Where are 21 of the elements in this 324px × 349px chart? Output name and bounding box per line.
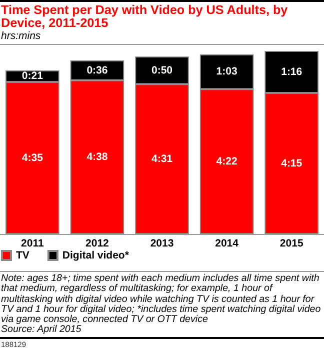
- data-label: 0:36: [86, 64, 108, 76]
- data-label: 4:31: [151, 153, 173, 166]
- legend-label: Digital video*: [62, 250, 130, 262]
- data-label: 4:22: [216, 156, 238, 168]
- source-note: Source: April 2015: [1, 324, 82, 336]
- data-label: 1:03: [216, 66, 238, 78]
- x-tick-label: 2011: [21, 238, 44, 250]
- x-tick-label: 2015: [280, 238, 304, 250]
- x-tick-label: 2014: [215, 238, 239, 250]
- text: Note: ages 18+; time spent with each medium includes all time spent with that medium, regardless of multitasking; for example, 1 hour of multitasking with digital video while watching TV is counted as 1 hour for TV and 1 hour for digital video; *includes time spent watching digital video via game console, connected TV or OTT device: [1, 273, 322, 326]
- data-label: 0:50: [151, 64, 173, 76]
- chart-title: Time Spent per Day with Video by US Adults, by Device, 2011-2015: [0, 2, 289, 30]
- data-label: 0:21: [22, 70, 44, 82]
- legend-label: TV: [16, 250, 30, 262]
- data-label: 1:16: [281, 66, 302, 78]
- x-tick-label: 2013: [150, 238, 174, 250]
- x-tick-label: 2012: [86, 238, 110, 250]
- data-label: 4:35: [22, 152, 44, 164]
- data-label: 4:38: [86, 151, 108, 164]
- data-label: 4:15: [281, 158, 302, 170]
- chart-subtitle: hrs:mins: [0, 30, 42, 44]
